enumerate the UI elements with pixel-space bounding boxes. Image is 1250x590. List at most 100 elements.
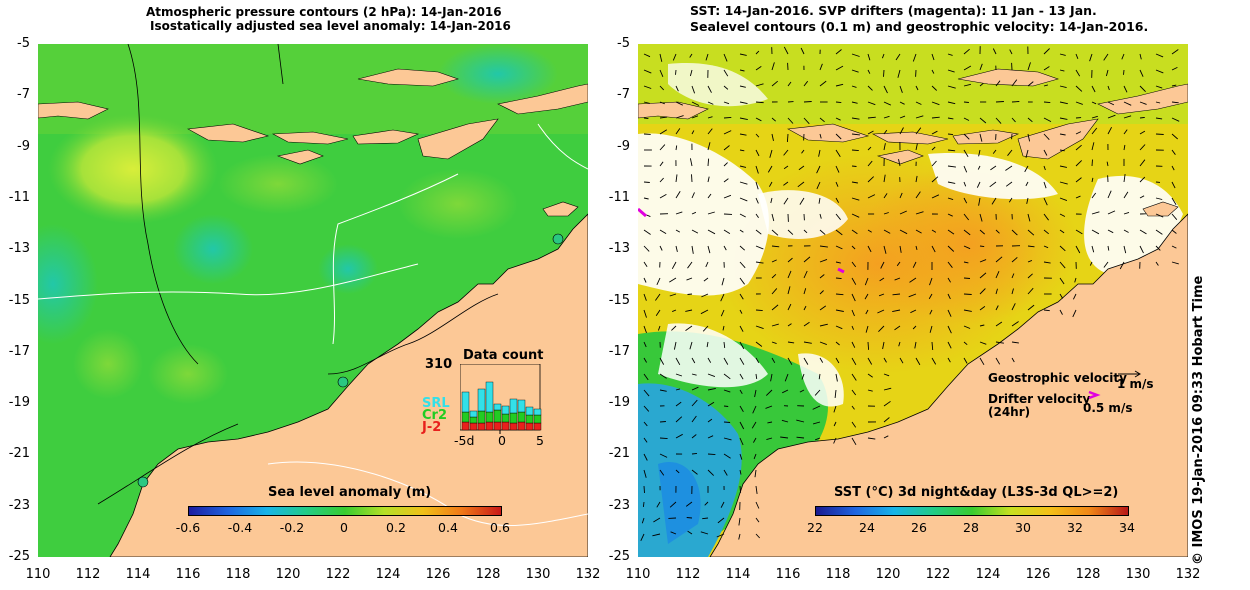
velocity-vector xyxy=(883,143,886,151)
velocity-vector xyxy=(851,69,859,73)
velocity-vector xyxy=(786,133,789,143)
velocity-vector xyxy=(1027,117,1033,123)
velocity-vector xyxy=(739,357,745,365)
velocity-vector xyxy=(1005,181,1013,187)
lat-tick-right--25: -25 xyxy=(608,549,630,564)
velocity-vector xyxy=(947,85,956,89)
velocity-vector xyxy=(1171,229,1177,234)
velocity-vector xyxy=(929,325,933,333)
inset-series-cr2: Cr2 xyxy=(422,408,447,423)
velocity-vector xyxy=(643,277,647,283)
drifter-arrow-icon xyxy=(1088,390,1101,400)
velocity-vector xyxy=(787,270,792,279)
velocity-vector xyxy=(899,210,907,215)
velocity-vector xyxy=(914,341,917,349)
inset-bar-segment xyxy=(525,422,534,431)
velocity-vector xyxy=(643,485,645,494)
lon-tick-right-124: 124 xyxy=(975,567,1001,582)
velocity-vector xyxy=(739,325,744,332)
velocity-vector xyxy=(1171,213,1178,220)
velocity-vector xyxy=(707,401,715,407)
velocity-vector xyxy=(704,501,709,506)
velocity-vector xyxy=(963,293,972,295)
velocity-vector xyxy=(867,357,873,365)
velocity-vector xyxy=(771,213,775,222)
velocity-vector xyxy=(1171,84,1177,87)
velocity-vector xyxy=(739,389,743,394)
velocity-vector xyxy=(798,165,805,171)
lon-tick-right-116: 116 xyxy=(775,567,801,582)
velocity-vector xyxy=(1091,192,1097,199)
lat-tick-left--13: -13 xyxy=(8,241,30,257)
velocity-vector xyxy=(691,192,695,199)
lon-tick-left-126: 126 xyxy=(425,567,451,582)
velocity-vector xyxy=(882,341,885,350)
inset-bar-segment xyxy=(525,406,534,416)
velocity-vector xyxy=(1043,101,1051,104)
velocity-vector xyxy=(851,85,857,88)
velocity-vector xyxy=(1139,195,1145,199)
velocity-vector xyxy=(1075,144,1082,151)
velocity-vector xyxy=(1059,213,1066,217)
velocity-vector xyxy=(867,85,873,91)
velocity-vector xyxy=(864,293,869,300)
velocity-vector xyxy=(851,421,857,428)
velocity-vector xyxy=(691,174,693,183)
velocity-vector xyxy=(659,161,664,167)
velocity-vector xyxy=(643,181,650,183)
velocity-vector xyxy=(1075,229,1083,235)
velocity-vector xyxy=(1107,126,1112,135)
velocity-vector xyxy=(947,229,955,235)
velocity-vector xyxy=(707,116,713,119)
velocity-vector xyxy=(915,85,919,91)
velocity-vector xyxy=(878,293,885,297)
velocity-vector xyxy=(659,53,663,62)
right-title-line1: SST: 14-Jan-2016. SVP drifters (magenta)… xyxy=(690,3,1097,18)
velocity-vector xyxy=(643,405,650,412)
velocity-vector xyxy=(723,405,729,407)
velocity-vector xyxy=(799,389,805,393)
velocity-vector xyxy=(754,469,757,478)
velocity-vector xyxy=(883,245,887,254)
inset-series-j2: J-2 xyxy=(422,420,442,435)
velocity-vector xyxy=(659,101,665,105)
velocity-vector xyxy=(1059,85,1067,89)
velocity-vector xyxy=(851,165,857,167)
velocity-vector xyxy=(659,453,668,458)
lat-tick-right--7: -7 xyxy=(617,87,630,103)
velocity-vector xyxy=(834,389,837,398)
velocity-vector xyxy=(751,421,757,429)
velocity-vector xyxy=(912,53,917,62)
velocity-vector xyxy=(739,453,743,460)
velocity-vector xyxy=(1107,85,1110,91)
lon-tick-left-116: 116 xyxy=(175,567,201,582)
velocity-vector xyxy=(1075,85,1083,92)
velocity-vector xyxy=(659,129,668,135)
inset-bar-segment xyxy=(517,411,526,423)
velocity-vector xyxy=(1043,48,1050,55)
velocity-vector xyxy=(659,69,664,77)
lon-tick-right-122: 122 xyxy=(925,567,951,582)
velocity-vector xyxy=(995,357,1001,365)
velocity-vector xyxy=(653,517,661,523)
velocity-vector xyxy=(851,373,857,381)
velocity-vector xyxy=(675,174,678,183)
velocity-vector xyxy=(835,309,844,312)
inset-bar-segment xyxy=(509,422,518,431)
velocity-vector xyxy=(881,53,885,59)
velocity-vector xyxy=(1121,53,1125,60)
velocity-vector xyxy=(691,386,699,391)
velocity-vector xyxy=(1027,287,1034,295)
velocity-vector xyxy=(781,419,789,423)
velocity-vector xyxy=(767,165,773,173)
velocity-vector xyxy=(867,389,873,392)
velocity-vector xyxy=(707,128,713,135)
velocity-vector xyxy=(1107,101,1115,106)
velocity-vector xyxy=(643,197,649,200)
velocity-vector xyxy=(723,69,729,77)
velocity-vector xyxy=(931,101,940,106)
velocity-vector xyxy=(739,293,744,300)
velocity-vector xyxy=(703,277,709,282)
velocity-vector xyxy=(782,389,789,394)
velocity-vector xyxy=(659,85,665,91)
